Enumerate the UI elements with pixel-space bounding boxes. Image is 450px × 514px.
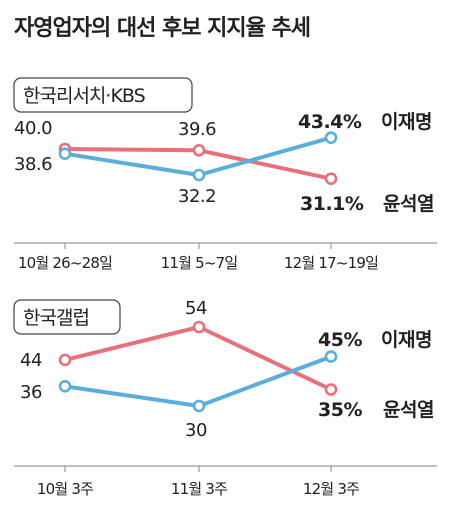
data-point [192,320,206,334]
x-tick-label: 11월 3주 [171,480,227,498]
data-label: 40.0 [14,118,52,139]
x-tick-label: 12월 17~19일 [284,254,378,272]
source-label: 한국리서치·KBS [23,85,145,107]
data-point [58,379,72,393]
data-label: 43.4% [298,111,362,133]
page-title: 자영업자의 대선 후보 지지율 추세 [14,16,311,41]
data-label: 32.2 [178,186,216,207]
series-name-label: 이재명 [381,111,432,133]
data-label: 38.6 [14,154,52,175]
data-point [58,353,72,367]
x-tick-label: 11월 5~7일 [161,254,238,272]
data-label: 44 [20,350,42,371]
series-name-label: 윤석열 [383,193,434,215]
series-line-0 [63,354,333,408]
series-name-label: 윤석열 [383,399,434,421]
data-point [324,350,338,363]
source-box [13,77,193,113]
data-point [192,144,206,157]
series-name-label: 이재명 [381,329,432,351]
data-label: 30 [185,420,207,441]
data-label: 45% [318,329,362,351]
source-label: 한국갤럽 [23,307,89,329]
data-point [58,147,72,160]
data-label: 54 [185,298,207,319]
x-tick-label: 12월 3주 [303,480,359,498]
source-box [13,299,121,335]
series-line-1 [63,325,333,392]
data-label: 35% [318,399,362,421]
data-point [324,172,338,185]
data-point [324,131,338,144]
data-label: 36 [20,382,42,403]
x-tick-label: 10월 26~28일 [18,254,112,272]
data-point [192,168,206,182]
data-point [192,399,206,413]
data-label: 31.1% [300,193,364,215]
data-point [324,383,338,396]
x-tick-label: 10월 3주 [37,480,93,498]
data-label: 39.6 [178,119,216,140]
